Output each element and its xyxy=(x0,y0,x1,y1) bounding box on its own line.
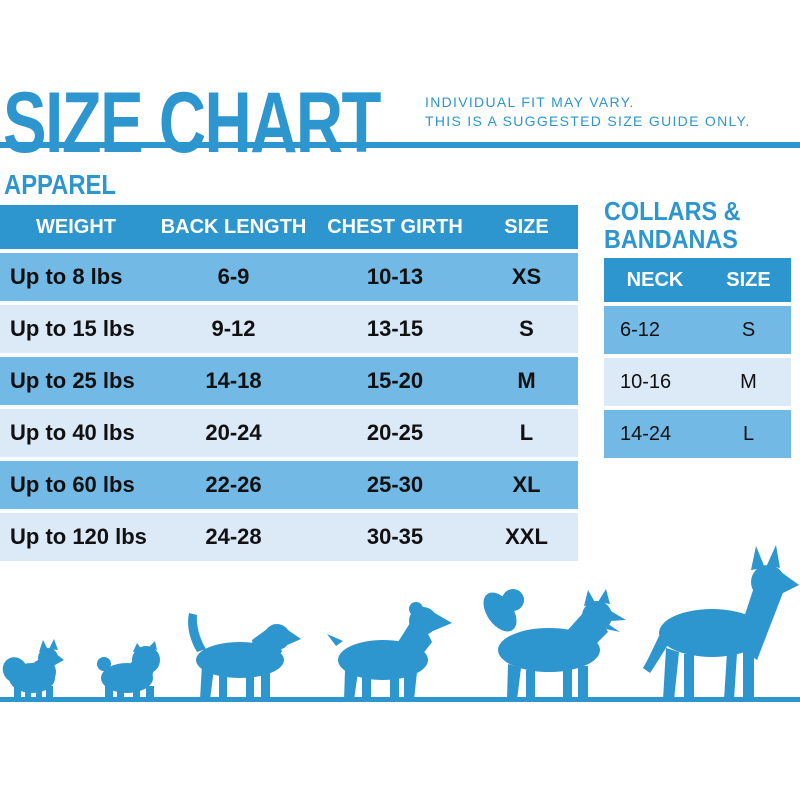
cell-back-length: 9-12 xyxy=(211,316,256,341)
column-header-weight: WEIGHT xyxy=(36,215,116,238)
cell-weight: Up to 120 lbs xyxy=(10,524,147,549)
column-header-back-length: BACK LENGTH xyxy=(160,215,307,238)
pomeranian-silhouette-icon xyxy=(2,639,64,700)
collars-heading-line-1: COLLARS & xyxy=(604,196,741,226)
cell-weight: Up to 60 lbs xyxy=(10,472,135,497)
page-title: SIZE CHART xyxy=(3,75,381,171)
cell-size: L xyxy=(742,422,755,445)
column-header-size: SIZE xyxy=(504,215,549,238)
table-row: Up to 25 lbs 14-18 15-20 M xyxy=(0,357,578,405)
cell-size: XXL xyxy=(505,524,548,549)
disclaimer-line-1: INDIVIDUAL FIT MAY VARY. xyxy=(425,94,635,110)
pug-silhouette-icon xyxy=(97,641,160,700)
table-row: 10-16 M xyxy=(604,358,791,406)
cell-neck: 6-12 xyxy=(620,318,661,341)
cell-chest-girth: 15-20 xyxy=(366,368,424,393)
title-underline xyxy=(0,142,800,148)
cell-back-length: 24-28 xyxy=(205,524,262,549)
cell-chest-girth: 13-15 xyxy=(366,316,424,341)
table-row: Up to 120 lbs 24-28 30-35 XXL xyxy=(0,513,578,561)
apparel-header-row: WEIGHT BACK LENGTH CHEST GIRTH SIZE xyxy=(0,205,578,249)
table-row: 6-12 S xyxy=(604,306,791,354)
table-row: Up to 40 lbs 20-24 20-25 L xyxy=(0,409,578,457)
apparel-size-table: WEIGHT BACK LENGTH CHEST GIRTH SIZE Up t… xyxy=(0,205,578,565)
cell-chest-girth: 10-13 xyxy=(366,264,424,289)
cell-size: M xyxy=(517,368,536,393)
husky-silhouette-icon xyxy=(483,589,626,700)
apparel-heading: APPAREL xyxy=(4,169,116,200)
cell-weight: Up to 25 lbs xyxy=(10,368,135,393)
table-row: Up to 60 lbs 22-26 25-30 XL xyxy=(0,461,578,509)
collars-heading-line-2: BANDANAS xyxy=(604,224,738,254)
column-header-neck: NECK xyxy=(626,268,684,291)
cell-weight: Up to 40 lbs xyxy=(10,420,135,445)
cell-size: XL xyxy=(512,472,541,497)
cell-weight: Up to 8 lbs xyxy=(10,264,123,289)
collars-size-table: NECK SIZE 6-12 S 10-16 M 14-24 L xyxy=(604,258,791,462)
cell-chest-girth: 20-25 xyxy=(366,420,424,445)
cocker-spaniel-silhouette-icon xyxy=(327,602,452,700)
ground-line xyxy=(0,697,800,702)
collars-heading: COLLARS & BANDANAS xyxy=(604,197,741,253)
cell-back-length: 22-26 xyxy=(205,472,262,497)
table-row: Up to 15 lbs 9-12 13-15 S xyxy=(0,305,578,353)
cell-back-length: 6-9 xyxy=(217,264,250,289)
table-row: Up to 8 lbs 6-9 10-13 XS xyxy=(0,253,578,301)
great-dane-silhouette-icon xyxy=(643,545,799,700)
cell-weight: Up to 15 lbs xyxy=(10,316,135,341)
cell-back-length: 14-18 xyxy=(205,368,262,393)
column-header-size: SIZE xyxy=(726,268,771,291)
disclaimer-text: INDIVIDUAL FIT MAY VARY. THIS IS A SUGGE… xyxy=(425,93,751,131)
column-header-chest-girth: CHEST GIRTH xyxy=(327,215,463,238)
cell-back-length: 20-24 xyxy=(205,420,262,445)
cell-size: M xyxy=(740,370,757,393)
collars-header-row: NECK SIZE xyxy=(604,258,791,302)
cell-chest-girth: 25-30 xyxy=(366,472,424,497)
disclaimer-line-2: THIS IS A SUGGESTED SIZE GUIDE ONLY. xyxy=(425,113,751,129)
cell-size: XS xyxy=(511,264,542,289)
beagle-silhouette-icon xyxy=(188,613,301,700)
cell-neck: 14-24 xyxy=(620,422,672,445)
cell-size: S xyxy=(741,318,756,341)
table-row: 14-24 L xyxy=(604,410,791,458)
cell-chest-girth: 30-35 xyxy=(366,524,424,549)
cell-size: S xyxy=(519,316,534,341)
cell-size: L xyxy=(519,420,534,445)
cell-neck: 10-16 xyxy=(620,370,672,393)
